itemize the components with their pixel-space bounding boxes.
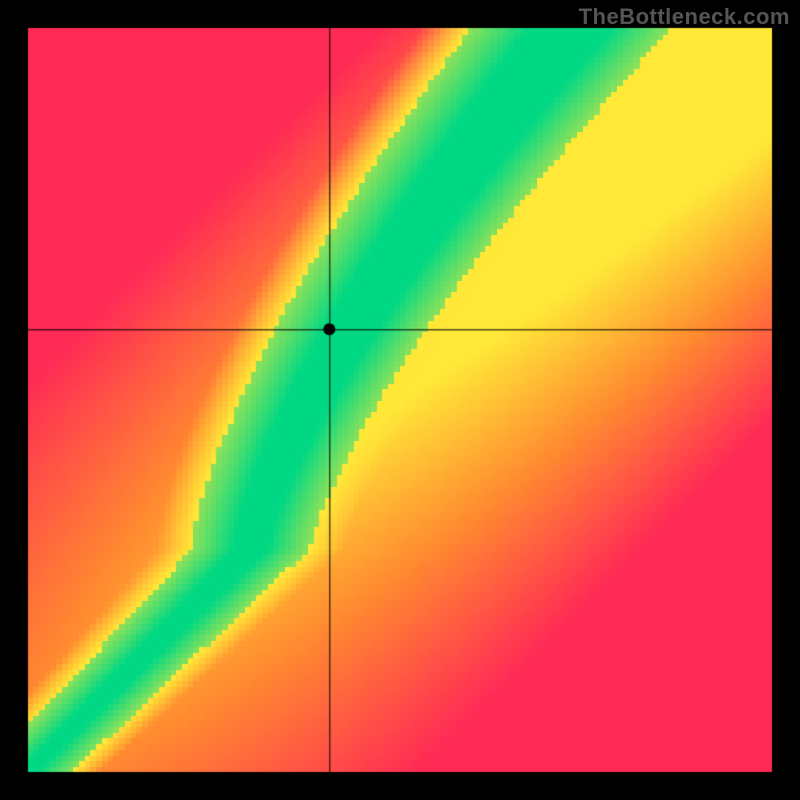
chart-container: TheBottleneck.com	[0, 0, 800, 800]
watermark-text: TheBottleneck.com	[579, 4, 790, 30]
bottleneck-heatmap	[0, 0, 800, 800]
